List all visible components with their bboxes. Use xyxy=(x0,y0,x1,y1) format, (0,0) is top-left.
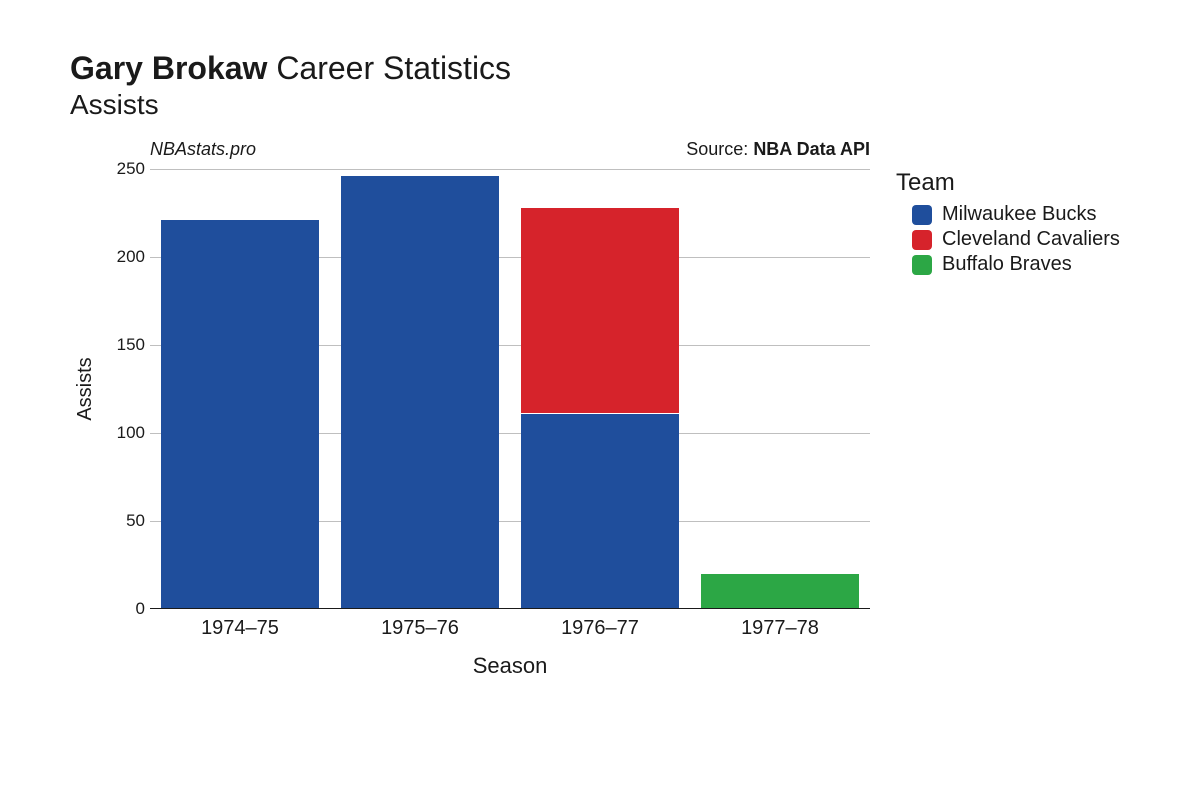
meta-row: NBAstats.pro Source: NBA Data API xyxy=(150,139,870,160)
x-tick-label: 1977–78 xyxy=(741,617,819,640)
legend-label: Cleveland Cavaliers xyxy=(942,228,1120,251)
legend: Team Milwaukee BucksCleveland CavaliersB… xyxy=(896,169,1120,278)
bar-segment xyxy=(341,175,499,608)
legend-swatch xyxy=(912,255,932,275)
source-name: NBA Data API xyxy=(753,139,870,159)
legend-item: Buffalo Braves xyxy=(912,253,1120,276)
chart-title: Gary Brokaw Career Statistics xyxy=(70,50,1160,87)
grid-line xyxy=(150,169,870,170)
legend-title: Team xyxy=(896,169,1120,197)
y-tick-label: 0 xyxy=(136,599,145,619)
title-block: Gary Brokaw Career Statistics Assists xyxy=(70,50,1160,121)
chart-page: Gary Brokaw Career Statistics Assists NB… xyxy=(0,0,1200,800)
plot-region xyxy=(150,169,870,609)
x-tick-label: 1974–75 xyxy=(201,617,279,640)
y-ticks: 050100150200250 xyxy=(110,169,145,609)
chart-subtitle: Assists xyxy=(70,89,1160,121)
title-player: Gary Brokaw xyxy=(70,50,267,86)
y-tick-label: 150 xyxy=(117,335,145,355)
legend-swatch xyxy=(912,230,932,250)
legend-item: Milwaukee Bucks xyxy=(912,203,1120,226)
x-tick-label: 1975–76 xyxy=(381,617,459,640)
y-tick-label: 50 xyxy=(126,511,145,531)
source-prefix: Source: xyxy=(686,139,753,159)
legend-item: Cleveland Cavaliers xyxy=(912,228,1120,251)
legend-label: Buffalo Braves xyxy=(942,253,1072,276)
bar-segment xyxy=(161,219,319,608)
x-ticks: 1974–75 1975–76 1976–77 1977–78 xyxy=(150,617,870,647)
y-tick-label: 100 xyxy=(117,423,145,443)
bar-segment xyxy=(521,413,679,608)
x-tick-label: 1976–77 xyxy=(561,617,639,640)
title-rest: Career Statistics xyxy=(267,50,511,86)
brand-label: NBAstats.pro xyxy=(150,139,256,160)
y-axis-label: Assists xyxy=(74,357,97,420)
bar-segment xyxy=(701,573,859,608)
y-tick-label: 250 xyxy=(117,159,145,179)
y-tick-label: 200 xyxy=(117,247,145,267)
source-label: Source: NBA Data API xyxy=(686,139,870,160)
x-axis-label: Season xyxy=(150,653,870,679)
legend-swatch xyxy=(912,205,932,225)
bar-segment xyxy=(521,207,679,413)
legend-label: Milwaukee Bucks xyxy=(942,203,1097,226)
